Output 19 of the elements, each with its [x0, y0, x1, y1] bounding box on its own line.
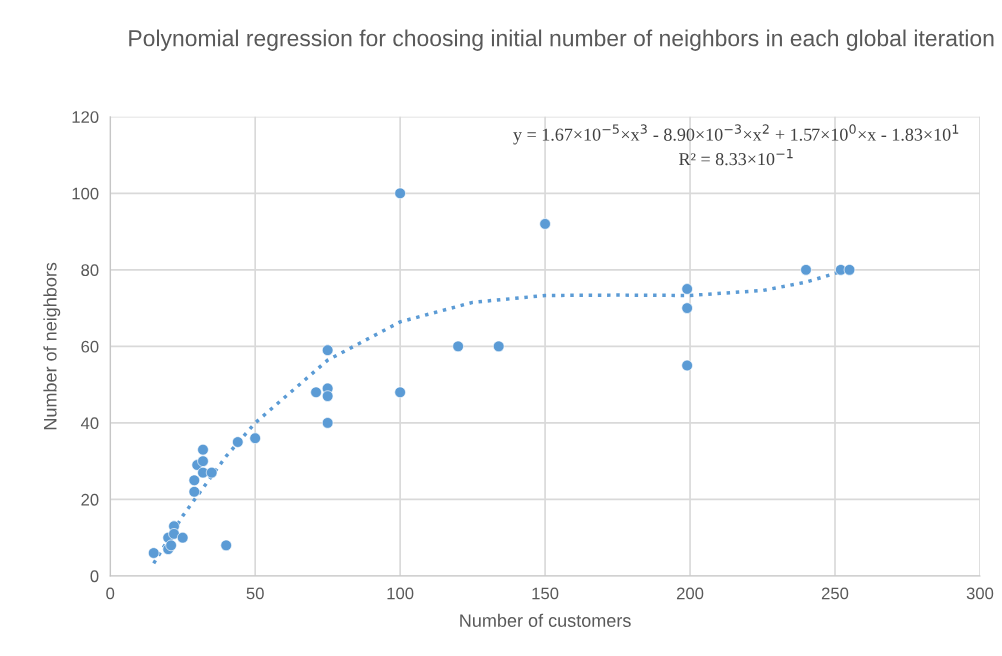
x-tick-label: 150 — [532, 587, 559, 600]
x-axis-title: Number of customers — [460, 613, 631, 627]
y-tick-label: 100 — [72, 187, 99, 200]
y-tick-label: 60 — [81, 340, 99, 353]
x-tick-label: 50 — [246, 587, 264, 600]
x-tick-label: 0 — [106, 587, 115, 600]
x-tick-label: 250 — [821, 587, 849, 600]
x-tick-label: 300 — [966, 587, 994, 600]
y-tick-label: 80 — [81, 264, 99, 277]
text: y = 1.67×10$^{−5}$×x$^{3}$ - 8.90×10$^{−3}$×x$^{2}$ + 1.57×10$^{0}$×x - 1.83×10$^{1}$ — [513, 124, 959, 145]
y-tick-label: 0 — [90, 570, 99, 583]
x-tick-label: 100 — [387, 587, 414, 600]
annotation: R² = 8.33×10$^{−1}$ — [679, 148, 793, 166]
y-axis-title: Number of neighbors — [43, 262, 61, 430]
y-tick-label: 40 — [80, 417, 99, 430]
y-tick-label: 120 — [72, 111, 99, 123]
x-tick-label: 200 — [676, 587, 704, 600]
chart-title: Polynomial regression for choosing initial number of neighbors in each global iteration — [129, 29, 994, 51]
y-tick-label: 20 — [81, 493, 99, 506]
